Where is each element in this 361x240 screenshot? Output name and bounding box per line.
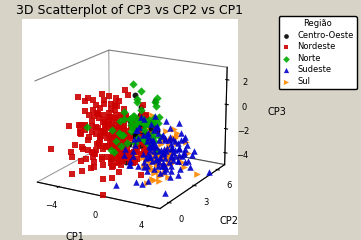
X-axis label: CP1: CP1: [66, 232, 84, 240]
Y-axis label: CP2: CP2: [220, 216, 239, 226]
Legend: Centro-Oeste, Nordeste, Norte, Sudeste, Sul: Centro-Oeste, Nordeste, Norte, Sudeste, …: [279, 16, 357, 89]
Title: 3D Scatterplot of CP3 vs CP2 vs CP1: 3D Scatterplot of CP3 vs CP2 vs CP1: [17, 4, 243, 17]
